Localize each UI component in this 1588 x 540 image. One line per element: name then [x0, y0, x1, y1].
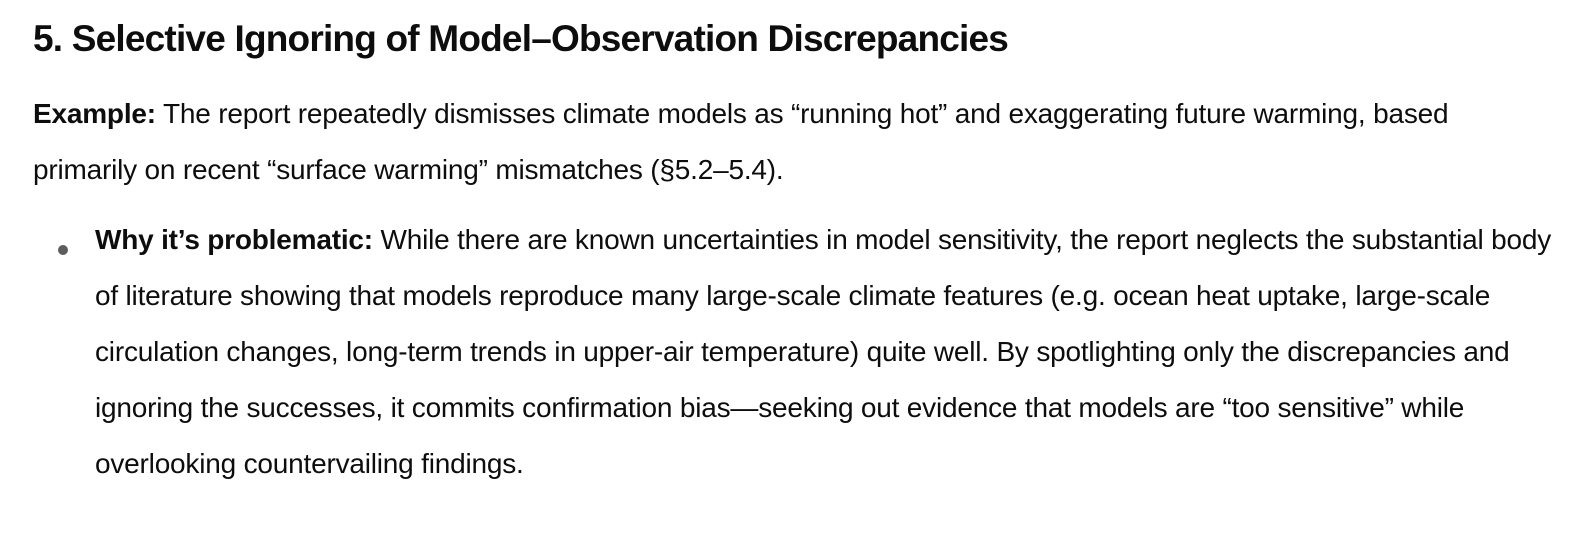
bullet-list: Why it’s problematic: While there are kn…: [33, 212, 1555, 492]
example-label: Example:: [33, 98, 156, 129]
example-paragraph: Example: The report repeatedly dismisses…: [33, 86, 1555, 198]
bullet-label: Why it’s problematic:: [95, 224, 373, 255]
bullet-text: While there are known uncertainties in m…: [95, 224, 1551, 479]
document-body: 5. Selective Ignoring of Model–Observati…: [33, 18, 1555, 492]
section-heading: 5. Selective Ignoring of Model–Observati…: [33, 18, 1009, 59]
example-text: The report repeatedly dismisses climate …: [33, 98, 1449, 185]
list-item: Why it’s problematic: While there are kn…: [58, 212, 1555, 492]
bullet-icon: [58, 245, 68, 255]
